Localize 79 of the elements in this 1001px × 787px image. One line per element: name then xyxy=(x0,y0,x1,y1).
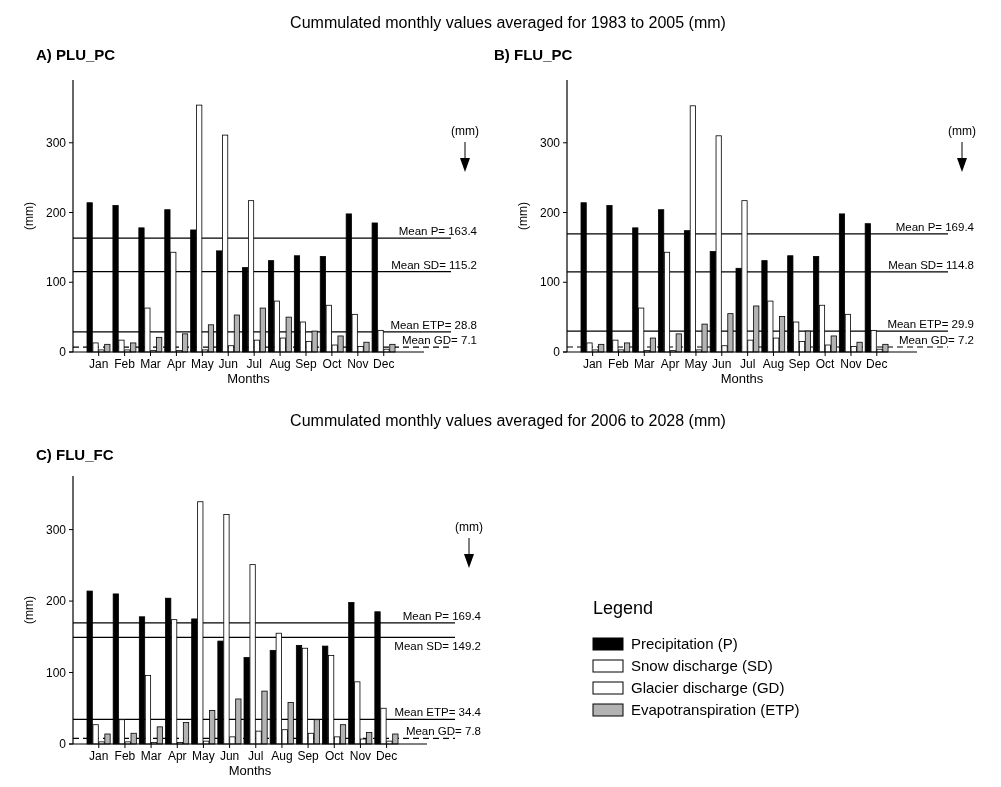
y-tick-label: 0 xyxy=(553,345,561,360)
y-tick-label: 200 xyxy=(539,205,561,220)
ref-line-label: Mean SD= 149.2 xyxy=(394,640,481,653)
x-tick-label: Jun xyxy=(712,357,732,371)
chart-title: A) PLU_PC xyxy=(36,46,116,63)
x-tick-label: Jul xyxy=(246,357,262,371)
x-tick-label: Feb xyxy=(114,357,136,371)
x-tick-label: Oct xyxy=(322,357,342,371)
y-tick-label: 300 xyxy=(539,135,561,150)
x-tick-label: Aug xyxy=(269,357,291,371)
y-tick-label: 100 xyxy=(45,665,67,680)
legend-title: Legend xyxy=(593,598,654,618)
text: Cummulated monthly values averaged for 1983 to 2005 (mm) xyxy=(290,14,726,31)
y-tick-label: 200 xyxy=(45,205,67,220)
x-tick-label: Nov xyxy=(347,357,369,371)
chart-title: C) FLU_FC xyxy=(36,446,114,463)
x-tick-label: Nov xyxy=(840,357,862,371)
ref-line-label: Mean P= 169.4 xyxy=(895,220,975,233)
x-tick-label: Jun xyxy=(218,357,238,371)
x-tick-label: Sep xyxy=(297,749,320,763)
x-tick-label: Jan xyxy=(582,357,603,371)
legend-label: Snow discharge (SD) xyxy=(631,657,773,674)
chart-title: B) FLU_PC xyxy=(494,46,573,63)
text: Cummulated monthly values averaged for 2006 to 2028 (mm) xyxy=(290,412,726,429)
y-tick-label: 0 xyxy=(59,737,67,752)
y-axis-title: (mm) xyxy=(516,202,530,230)
x-tick-label: Mar xyxy=(633,357,655,371)
x-tick-label: Jun xyxy=(219,749,240,763)
x-tick-label: May xyxy=(684,357,708,371)
legend-label: Glacier discharge (GD) xyxy=(631,679,785,696)
x-tick-label: May xyxy=(192,749,215,763)
text: (mm) xyxy=(451,124,479,138)
x-tick-label: Sep xyxy=(295,357,317,371)
x-tick-label: Jul xyxy=(248,749,264,763)
ref-line-label: Mean ETP= 29.9 xyxy=(887,318,974,331)
legend-label: Evapotranspiration (ETP) xyxy=(631,701,800,718)
x-tick-label: Dec xyxy=(866,357,888,371)
x-tick-label: Aug xyxy=(762,357,785,371)
ref-line-label: Mean SD= 115.2 xyxy=(391,258,477,271)
ref-line-label: Mean SD= 114.8 xyxy=(888,258,974,271)
text: (mm) xyxy=(948,124,976,138)
ref-line-label: Mean GD= 7.8 xyxy=(405,725,481,738)
y-axis-title: (mm) xyxy=(22,596,36,624)
y-tick-label: 300 xyxy=(45,522,67,537)
x-axis-title: Months xyxy=(228,763,272,778)
x-tick-label: Mar xyxy=(140,357,161,371)
ref-line-label: Mean ETP= 28.8 xyxy=(390,318,477,331)
ref-line-label: Mean GD= 7.1 xyxy=(401,334,477,347)
x-tick-label: Aug xyxy=(271,749,293,763)
legend-label: Precipitation (P) xyxy=(631,635,738,652)
y-tick-label: 200 xyxy=(45,594,67,609)
x-tick-label: Feb xyxy=(114,749,136,763)
ref-line-label: Mean GD= 7.2 xyxy=(898,333,974,346)
y-axis-title: (mm) xyxy=(22,202,36,230)
x-tick-label: Nov xyxy=(349,749,372,763)
text: (mm) xyxy=(455,520,483,534)
x-tick-label: May xyxy=(190,357,214,371)
ref-line-label: Mean P= 169.4 xyxy=(402,609,482,622)
x-tick-label: Apr xyxy=(167,357,186,371)
ref-line-label: Mean P= 163.4 xyxy=(398,225,478,238)
y-tick-label: 100 xyxy=(539,275,561,290)
x-tick-label: Jul xyxy=(739,357,756,371)
y-tick-label: 300 xyxy=(45,135,67,150)
x-tick-label: Dec xyxy=(373,357,395,371)
x-tick-label: Mar xyxy=(140,749,162,763)
x-tick-label: Oct xyxy=(815,357,836,371)
x-tick-label: Dec xyxy=(375,749,398,763)
x-tick-label: Jan xyxy=(89,749,109,763)
y-tick-label: 0 xyxy=(59,345,67,360)
y-tick-label: 100 xyxy=(45,275,67,290)
x-axis-title: Months xyxy=(720,371,764,386)
x-tick-label: Apr xyxy=(167,749,187,763)
ref-line-label: Mean ETP= 34.4 xyxy=(394,706,482,719)
x-tick-label: Oct xyxy=(324,749,345,763)
x-tick-label: Apr xyxy=(660,357,680,371)
x-tick-label: Feb xyxy=(608,357,630,371)
x-axis-title: Months xyxy=(227,371,271,386)
x-tick-label: Sep xyxy=(788,357,811,371)
x-tick-label: Jan xyxy=(88,357,109,371)
